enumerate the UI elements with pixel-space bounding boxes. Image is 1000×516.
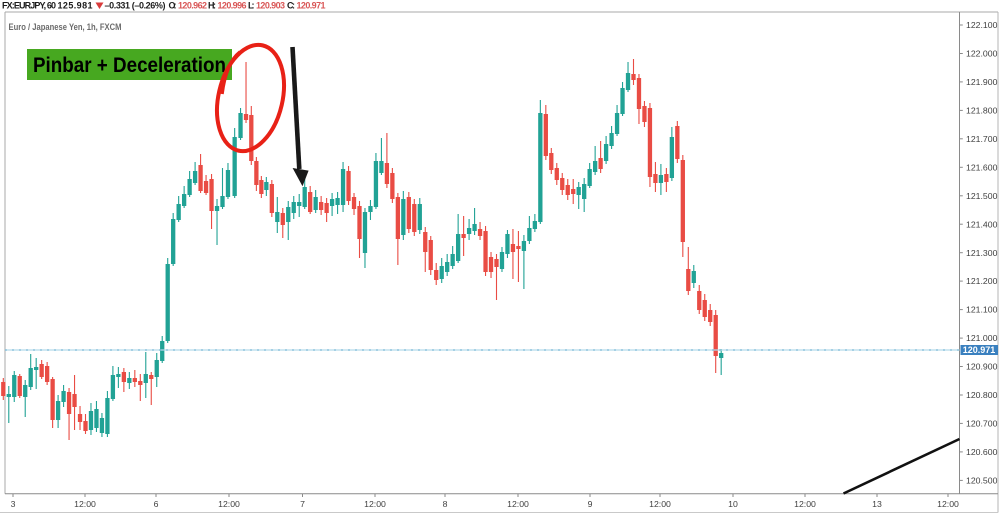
svg-text:8: 8: [443, 499, 448, 509]
svg-text:O:: O:: [169, 0, 177, 10]
svg-text:Pinbar + Deceleration: Pinbar + Deceleration: [33, 53, 226, 77]
svg-text:12:00: 12:00: [74, 499, 96, 509]
svg-text:121.000: 121.000: [966, 333, 998, 343]
svg-text:120.971: 120.971: [297, 0, 326, 10]
svg-text:120.903: 120.903: [256, 0, 285, 10]
svg-text:121.400: 121.400: [966, 219, 998, 229]
svg-text:6: 6: [154, 499, 159, 509]
svg-text:121.500: 121.500: [966, 191, 998, 201]
svg-text:Euro / Japanese Yen, 1h, FXCM: Euro / Japanese Yen, 1h, FXCM: [9, 22, 122, 32]
svg-text:121.700: 121.700: [966, 134, 998, 144]
svg-text:120.962: 120.962: [178, 0, 207, 10]
svg-text:12:00: 12:00: [507, 499, 529, 509]
svg-text:122.100: 122.100: [966, 20, 998, 30]
svg-text:12:00: 12:00: [794, 499, 816, 509]
svg-text:121.100: 121.100: [966, 305, 998, 315]
svg-text:H:: H:: [208, 0, 216, 10]
svg-text:12:00: 12:00: [218, 499, 240, 509]
svg-text:121.200: 121.200: [966, 276, 998, 286]
svg-text:120.700: 120.700: [966, 419, 998, 429]
svg-text:–0.331 (–0.26%): –0.331 (–0.26%): [105, 0, 166, 10]
svg-text:120.500: 120.500: [966, 476, 998, 486]
svg-text:3: 3: [11, 499, 16, 509]
svg-text:121.600: 121.600: [966, 162, 998, 172]
svg-text:13: 13: [872, 499, 882, 509]
svg-text:120.996: 120.996: [218, 0, 247, 10]
svg-text:122.000: 122.000: [966, 49, 998, 59]
svg-text:10: 10: [728, 499, 738, 509]
svg-text:7: 7: [300, 499, 305, 509]
svg-text:120.900: 120.900: [966, 362, 998, 372]
svg-text:9: 9: [588, 499, 593, 509]
svg-text:125.981: 125.981: [58, 0, 93, 10]
svg-text:121.800: 121.800: [966, 106, 998, 116]
svg-text:C:: C:: [287, 0, 295, 10]
svg-text:120.600: 120.600: [966, 447, 998, 457]
svg-text:12:00: 12:00: [937, 499, 959, 509]
svg-text:12:00: 12:00: [364, 499, 386, 509]
svg-text:121.900: 121.900: [966, 77, 998, 87]
svg-text:120.971: 120.971: [963, 345, 996, 355]
svg-text:FX:EURJPY, 60: FX:EURJPY, 60: [2, 0, 56, 10]
svg-text:12:00: 12:00: [649, 499, 671, 509]
svg-text:121.300: 121.300: [966, 248, 998, 258]
svg-text:120.800: 120.800: [966, 390, 998, 400]
svg-text:L:: L:: [248, 0, 255, 10]
